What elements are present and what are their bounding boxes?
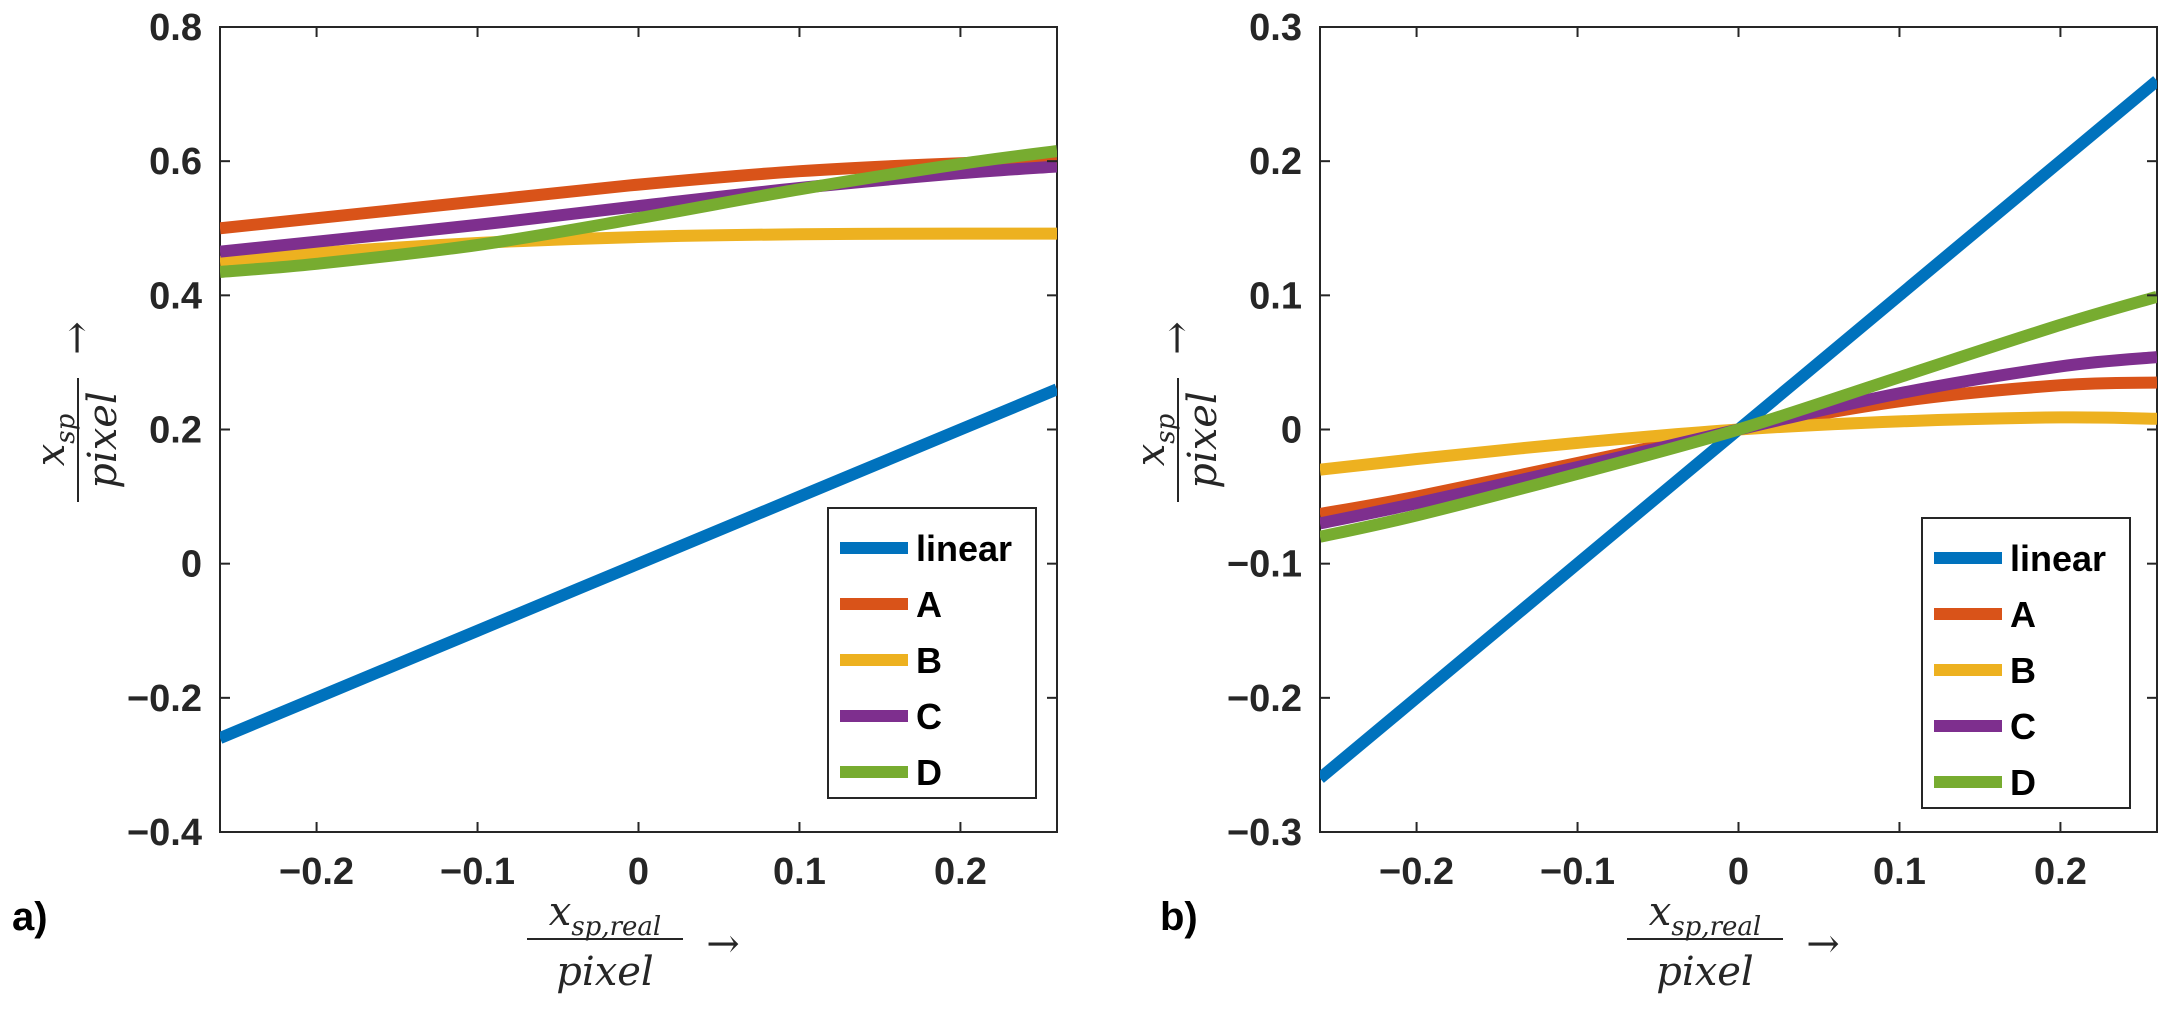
chart-b-legend-label-a: A	[2010, 594, 2036, 635]
chart-b-ytick-label: 0.1	[1249, 275, 1302, 317]
chart-a-legend-label-d: D	[916, 752, 942, 793]
chart-b-ytick-label: −0.1	[1227, 544, 1302, 586]
chart-a-ylabel-arrow: →	[54, 321, 100, 355]
chart-a-xlabel: xsp,real pixel →	[527, 889, 740, 995]
chart-a-ytick-label: 0.4	[149, 275, 202, 317]
chart-a-xtick-label: −0.2	[279, 851, 354, 893]
chart-b-ticks: −0.2 −0.1 0 0.1 0.2 0.3 0.2 0.1 0 −0.1 −0.2 −0.3	[1227, 7, 2157, 893]
chart-a-xlabel-arrow: →	[706, 921, 740, 967]
chart-a-ytick-label: 0.2	[149, 410, 202, 452]
chart-b-xtick-label: 0	[1728, 851, 1749, 893]
chart-a-legend-box	[827, 507, 1037, 799]
chart-b-series	[1320, 76, 2157, 783]
chart-a-legend-label-a: A	[916, 584, 942, 625]
chart-a-ytick-label: 0.8	[149, 7, 202, 49]
chart-a-xlabel-numerator: xsp,real	[549, 889, 661, 942]
chart-a-ticks: −0.2 −0.1 0 0.1 0.2 0.8 0.6 0.4 0.2 0 −0.2 −0.4	[127, 7, 1057, 893]
chart-a-series-d	[220, 145, 1057, 278]
chart-a-ytick-label: 0.6	[149, 141, 202, 183]
chart-b-panel-label: b)	[1160, 895, 1198, 939]
chart-b-ylabel: xsp pixel →	[1128, 321, 1226, 502]
chart-a-xtick-label: 0.2	[934, 851, 987, 893]
chart-b-xlabel: xsp,real pixel →	[1627, 889, 1840, 995]
chart-b-legend-label-b: B	[2010, 650, 2036, 691]
chart-b-ytick-label: 0.2	[1249, 141, 1302, 183]
chart-b-xtick-label: −0.1	[1540, 851, 1615, 893]
chart-a-ytick-label: 0	[181, 544, 202, 586]
chart-a-panel-label: a)	[12, 895, 48, 939]
chart-b-ylabel-denominator: pixel	[1180, 391, 1226, 488]
chart-a-ytick-label: −0.2	[127, 678, 202, 720]
chart-b-ytick-label: −0.2	[1227, 678, 1302, 720]
chart-b-xlabel-arrow: →	[1806, 921, 1840, 967]
chart-b-ytick-label: 0.3	[1249, 7, 1302, 49]
chart-a-series-c	[220, 160, 1057, 258]
chart-a-ytick-label: −0.4	[127, 812, 202, 854]
chart-a-xtick-label: 0.1	[773, 851, 826, 893]
chart-b-ylabel-numerator: xsp	[1128, 413, 1181, 466]
chart-a-legend-label-linear: linear	[916, 528, 1012, 569]
chart-a-series-linear	[220, 383, 1057, 744]
chart-b-ytick-label: −0.3	[1227, 812, 1302, 854]
chart-a: −0.2 −0.1 0 0.1 0.2 0.8 0.6 0.4 0.2 0 −0.2 −0.4 xsp…	[12, 7, 1058, 995]
chart-a-ylabel-denominator: pixel	[80, 391, 126, 488]
chart-b-legend-label-linear: linear	[2010, 538, 2106, 579]
chart-b-legend-label-d: D	[2010, 762, 2036, 803]
chart-a-xtick-label: −0.1	[440, 851, 515, 893]
chart-b-xtick-label: −0.2	[1379, 851, 1454, 893]
chart-a-xtick-label: 0	[628, 851, 649, 893]
chart-b-xtick-label: 0.2	[2034, 851, 2087, 893]
chart-b-xlabel-denominator: pixel	[1656, 949, 1753, 995]
chart-a-series-b	[220, 227, 1057, 268]
chart-a-series	[220, 145, 1057, 744]
chart-b-xlabel-numerator: xsp,real	[1649, 889, 1761, 942]
chart-a-ylabel: xsp pixel →	[28, 321, 126, 502]
chart-a-legend-label-c: C	[916, 696, 942, 737]
chart-a-legend-label-b: B	[916, 640, 942, 681]
chart-b: −0.2 −0.1 0 0.1 0.2 0.3 0.2 0.1 0 −0.1 −0.2 −0.3 xs…	[1128, 7, 2158, 995]
chart-b-legend-box	[1921, 517, 2131, 809]
chart-b-ytick-label: 0	[1281, 410, 1302, 452]
chart-b-series-d	[1320, 290, 2157, 543]
chart-a-ylabel-numerator: xsp	[28, 413, 81, 466]
chart-a-xlabel-denominator: pixel	[556, 949, 653, 995]
chart-b-legend-label-c: C	[2010, 706, 2036, 747]
chart-b-xtick-label: 0.1	[1873, 851, 1926, 893]
chart-b-ylabel-arrow: →	[1154, 321, 1200, 355]
